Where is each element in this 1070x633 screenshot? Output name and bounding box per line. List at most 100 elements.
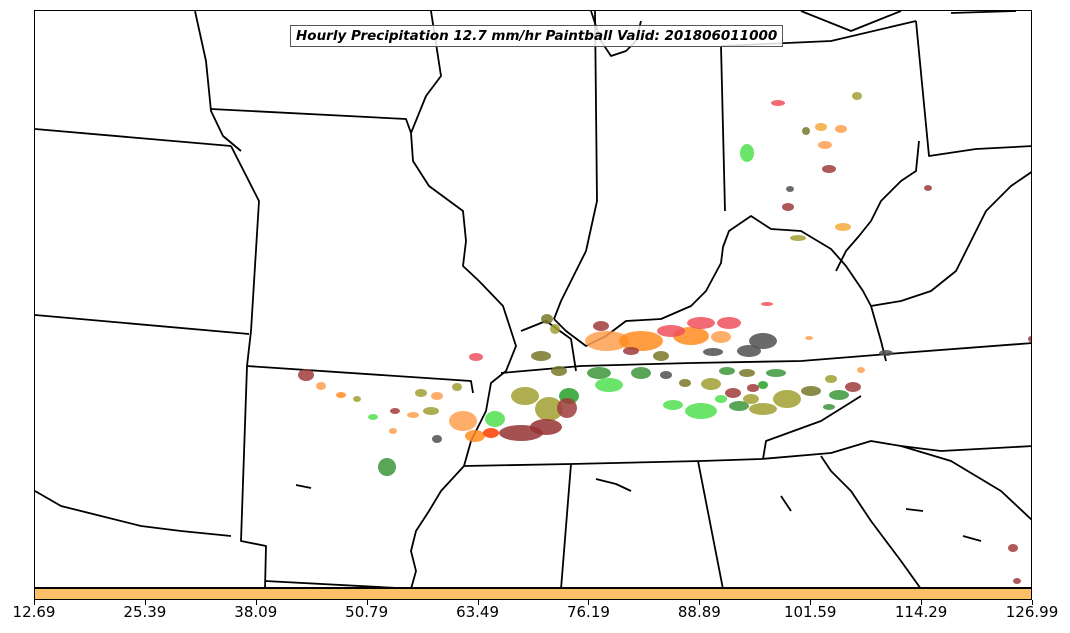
precip-blob	[623, 347, 639, 355]
colorbar-tick	[477, 600, 479, 605]
precip-blob	[835, 223, 851, 231]
precip-blob	[423, 407, 439, 415]
precip-blob	[415, 389, 427, 397]
colorbar-tick	[255, 600, 257, 605]
precip-blob	[685, 403, 717, 419]
precip-blob	[703, 348, 723, 356]
precip-blob	[749, 333, 777, 349]
precip-blob	[701, 378, 721, 390]
precip-blob	[316, 382, 326, 390]
precip-blob	[822, 165, 836, 173]
precip-blob	[835, 125, 847, 133]
precip-blob	[390, 408, 400, 414]
precip-blob	[679, 379, 691, 387]
precip-blob	[452, 383, 462, 391]
precip-blob	[541, 314, 553, 324]
precip-blob	[715, 395, 727, 403]
precip-blob	[740, 144, 754, 162]
precip-blob	[711, 331, 731, 343]
precip-blob	[743, 394, 759, 404]
precip-blob	[1013, 578, 1021, 584]
precip-blob	[531, 351, 551, 361]
precip-blob	[879, 350, 893, 356]
precip-blob	[729, 401, 749, 411]
precip-blob	[766, 369, 786, 377]
precip-blob	[585, 331, 629, 351]
precip-blob	[657, 325, 685, 337]
precip-blob	[852, 92, 862, 100]
colorbar-tick-label: 88.89	[677, 603, 721, 621]
precip-blob	[619, 331, 663, 351]
colorbar-tick-label: 101.59	[783, 603, 837, 621]
precip-blob	[593, 321, 609, 331]
precip-blob	[815, 123, 827, 131]
colorbar-tick-label: 76.19	[566, 603, 610, 621]
precip-blob	[805, 336, 813, 340]
colorbar-tick	[588, 600, 590, 605]
precip-blob	[801, 386, 821, 396]
precip-blob	[719, 367, 735, 375]
precip-blob	[737, 345, 761, 357]
precip-blob	[802, 127, 810, 135]
precip-blob	[353, 396, 361, 402]
precip-blob	[747, 384, 759, 392]
precip-blob	[587, 367, 611, 379]
state-boundaries	[35, 11, 1031, 587]
precip-blob	[845, 382, 861, 392]
precip-blob	[511, 387, 539, 405]
colorbar-tick-label: 50.79	[345, 603, 389, 621]
precip-blob	[431, 392, 443, 400]
precip-blob	[653, 351, 669, 361]
precip-blob	[761, 302, 773, 306]
precip-blob	[550, 324, 560, 334]
precip-blob	[595, 378, 623, 392]
precip-blob	[829, 390, 849, 400]
precip-blob	[551, 366, 567, 376]
precip-blob	[663, 400, 683, 410]
colorbar-tick-label: 38.09	[234, 603, 278, 621]
precip-blob	[1008, 544, 1018, 552]
map-title: Hourly Precipitation 12.7 mm/hr Paintbal…	[290, 25, 784, 47]
colorbar-tick	[921, 600, 923, 605]
precip-blob	[465, 430, 485, 442]
precip-blob	[687, 317, 715, 329]
colorbar-tick	[1032, 600, 1033, 605]
map-canvas	[35, 11, 1031, 587]
precip-blob	[790, 235, 806, 241]
precip-blob	[298, 369, 314, 381]
precip-blob	[749, 403, 777, 415]
precipitation-paintball	[298, 92, 1031, 584]
precip-blob	[823, 404, 835, 410]
precip-blob	[483, 428, 499, 438]
precip-blob	[407, 412, 419, 418]
colorbar-tick-label: 25.39	[123, 603, 167, 621]
precip-blob	[825, 375, 837, 383]
precip-blob	[924, 185, 932, 191]
colorbar	[34, 588, 1032, 600]
precip-blob	[469, 353, 483, 361]
precip-blob	[449, 411, 477, 431]
colorbar-tick-label: 12.69	[12, 603, 56, 621]
precip-blob	[485, 411, 505, 427]
precip-blob	[368, 414, 378, 420]
colorbar-tick	[699, 600, 701, 605]
precip-blob	[499, 425, 543, 441]
map-panel: Hourly Precipitation 12.7 mm/hr Paintbal…	[34, 10, 1032, 588]
precip-blob	[717, 317, 741, 329]
precip-blob	[773, 390, 801, 408]
colorbar-ticks: 12.69 25.39 38.09 50.79 63.49 76.19 88.89 101.5…	[0, 600, 1070, 633]
precip-blob	[857, 367, 865, 373]
precip-blob	[1028, 336, 1031, 342]
precip-blob	[336, 392, 346, 398]
colorbar-tick	[810, 600, 812, 605]
precip-blob	[725, 388, 741, 398]
colorbar-tick	[366, 600, 368, 605]
precip-blob	[557, 398, 577, 418]
precip-blob	[771, 100, 785, 106]
precip-blob	[786, 186, 794, 192]
colorbar-tick-label: 126.99	[1005, 603, 1059, 621]
precip-blob	[432, 435, 442, 443]
precip-blob	[782, 203, 794, 211]
colorbar-tick	[144, 600, 146, 605]
precip-blob	[739, 369, 755, 377]
